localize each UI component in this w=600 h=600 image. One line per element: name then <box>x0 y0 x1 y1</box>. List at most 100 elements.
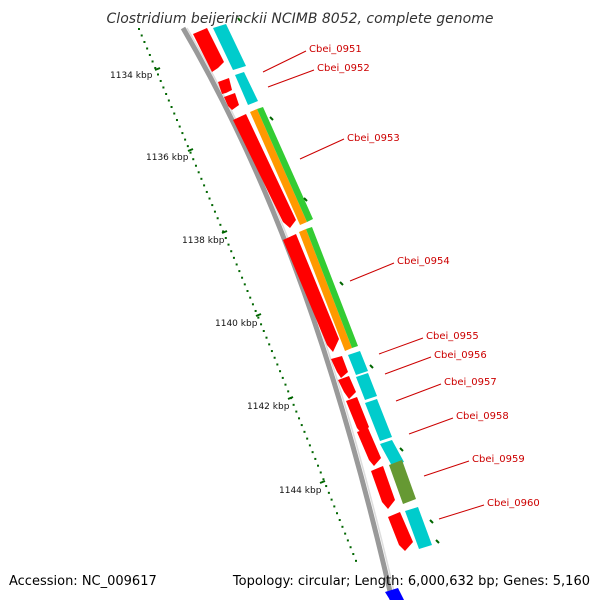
scale-dot <box>295 410 298 413</box>
gene-arrow[interactable] <box>388 512 413 551</box>
scale-dot <box>346 539 349 542</box>
gene-label[interactable]: Cbei_0956 <box>434 350 487 361</box>
gene-arrow[interactable] <box>357 428 381 466</box>
cog-bar <box>306 227 358 348</box>
scale-dot <box>344 532 347 535</box>
scale-dot <box>287 390 290 393</box>
cog-bar <box>257 107 313 222</box>
kbp-tick-mark <box>319 480 326 484</box>
gene-arrow[interactable] <box>338 376 356 399</box>
kbp-tick-label: 1140 kbp <box>215 319 258 329</box>
scale-dot <box>241 276 244 279</box>
gene-arrow[interactable] <box>331 356 348 378</box>
kbp-tick-label: 1134 kbp <box>110 71 153 81</box>
scale-dot <box>151 60 154 63</box>
scale-dot <box>325 485 328 488</box>
kbp-scale <box>138 28 357 562</box>
scale-dot <box>154 66 157 69</box>
scale-dot <box>306 437 309 440</box>
gene-label[interactable]: Cbei_0955 <box>426 331 479 342</box>
scale-dot <box>327 491 330 494</box>
scale-dot <box>249 296 252 299</box>
cog-bar <box>356 373 377 400</box>
genome-summary-text: Topology: circular; Length: 6,000,632 bp… <box>232 574 590 589</box>
kbp-tick-mark <box>187 148 194 152</box>
scale-dot <box>219 223 222 226</box>
cog-bar <box>348 351 368 375</box>
kbp-tick-label: 1144 kbp <box>279 486 322 496</box>
accession-text: Accession: NC_009617 <box>9 574 157 589</box>
cds-track <box>193 24 432 551</box>
scale-dot <box>308 444 311 447</box>
scale-dot <box>355 559 357 562</box>
scale-dot <box>273 356 276 359</box>
scale-dot <box>205 190 208 193</box>
scale-dot <box>270 350 273 353</box>
scale-dot <box>222 230 225 233</box>
scale-dot <box>336 512 339 515</box>
scale-dot <box>265 336 268 339</box>
scale-dot <box>170 106 173 109</box>
scale-dot <box>186 145 189 148</box>
scale-dot <box>189 151 192 154</box>
kbp-tick-label: 1142 kbp <box>247 402 290 412</box>
gene-label[interactable]: Cbei_0953 <box>347 133 400 144</box>
gene-arrow[interactable] <box>371 466 395 509</box>
scale-dot <box>148 53 151 56</box>
gene-label[interactable]: Cbei_0954 <box>397 256 450 267</box>
kbp-tick-mark <box>154 67 161 71</box>
gene-arrow[interactable] <box>283 234 339 352</box>
scale-dot <box>292 403 295 406</box>
kbp-tick-mark <box>221 230 228 234</box>
scale-dot <box>224 237 227 240</box>
scale-dot <box>314 457 317 460</box>
scale-dot <box>156 73 159 76</box>
scale-dot <box>260 323 263 326</box>
cog-bar <box>213 24 246 70</box>
scale-dot <box>178 125 181 128</box>
scale-dot <box>173 112 176 115</box>
gene-arrow[interactable] <box>224 93 239 110</box>
scale-dot <box>338 519 341 522</box>
scale-dot <box>341 525 344 528</box>
scale-dot <box>227 243 230 246</box>
gene-label[interactable]: Cbei_0952 <box>317 63 370 74</box>
scale-dot <box>319 471 322 474</box>
scale-dot <box>159 79 162 82</box>
scale-dot <box>262 329 265 332</box>
scale-dot <box>140 34 143 37</box>
gene-label[interactable]: Cbei_0951 <box>309 44 362 55</box>
gene-labels: Cbei_0951 Cbei_0952 Cbei_0953 Cbei_0954 Cbei… <box>309 44 540 509</box>
gene-label[interactable]: Cbei_0960 <box>487 498 540 509</box>
scale-dot <box>235 263 238 266</box>
gene-arrow[interactable] <box>233 114 296 228</box>
scale-dot <box>184 138 187 141</box>
kbp-tick-label: 1138 kbp <box>182 236 225 246</box>
gene-arrow[interactable] <box>193 28 224 72</box>
gene-arrow[interactable] <box>218 78 232 94</box>
gene-arrow[interactable] <box>346 397 369 434</box>
scale-dot <box>284 383 287 386</box>
gene-label[interactable]: Cbei_0958 <box>456 411 509 422</box>
scale-dot <box>352 553 355 556</box>
partial-feature <box>385 588 404 600</box>
map-title: Clostridium beijerinckii NCIMB 8052, com… <box>107 11 494 27</box>
gene-label[interactable]: Cbei_0957 <box>444 377 497 388</box>
scale-dot <box>330 498 333 501</box>
cog-bar <box>380 440 404 466</box>
scale-dot <box>281 376 284 379</box>
outer-tick-marks <box>237 17 440 544</box>
scale-dot <box>181 132 184 135</box>
scale-dot <box>232 256 235 259</box>
genome-backbone-highlight <box>186 27 397 600</box>
scale-dot <box>303 430 306 433</box>
scale-dot <box>138 28 140 30</box>
gene-label[interactable]: Cbei_0959 <box>472 454 525 465</box>
kbp-tick-labels: 1134 kbp 1136 kbp 1138 kbp 1140 kbp 1142 kbp… <box>110 67 326 496</box>
scale-dot <box>211 204 214 207</box>
scale-dot <box>279 370 282 373</box>
scale-dot <box>203 184 206 187</box>
scale-dot <box>257 316 260 319</box>
scale-dot <box>175 119 178 122</box>
kbp-tick-mark <box>287 396 294 400</box>
